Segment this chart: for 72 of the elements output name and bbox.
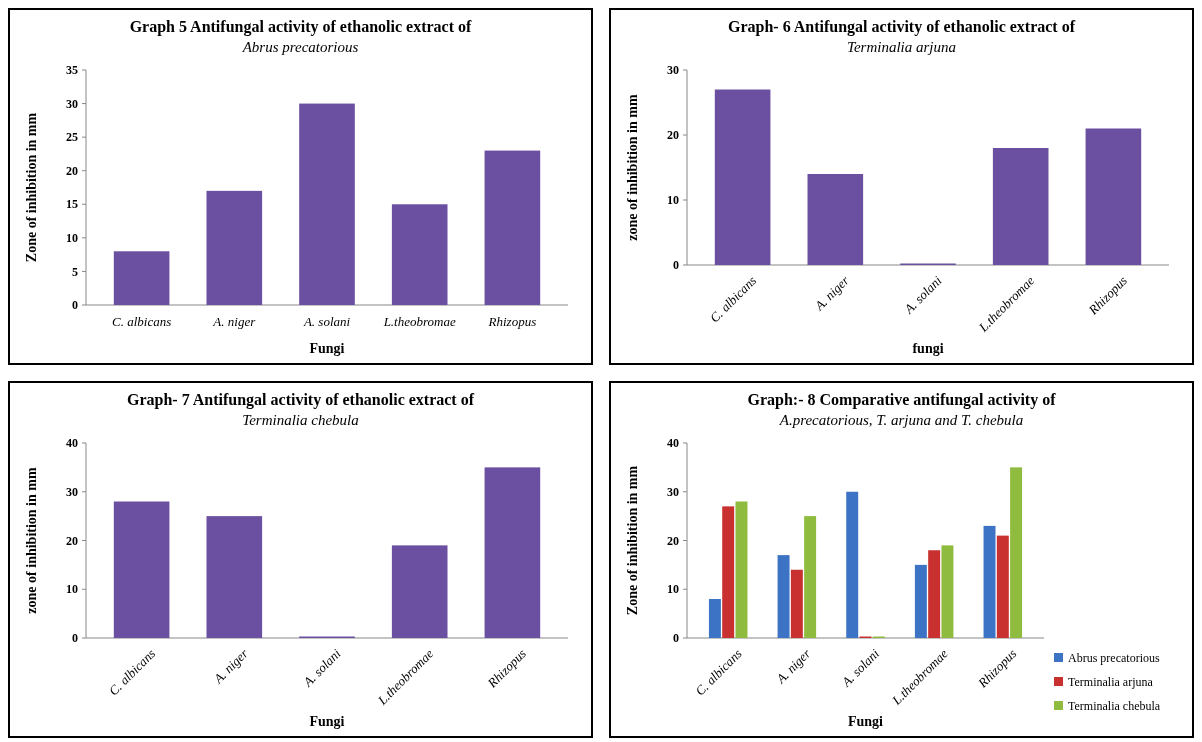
y-tick-label: 20	[667, 128, 679, 143]
legend-label: Terminalia chebula	[1068, 699, 1161, 714]
y-tick-label: 30	[667, 63, 679, 78]
bar	[941, 545, 954, 638]
bar	[391, 545, 448, 638]
y-tick-label: 35	[66, 63, 78, 78]
x-tick-label: A. solani	[302, 313, 351, 329]
y-tick-label: 10	[667, 582, 679, 597]
bar	[1010, 467, 1023, 638]
y-axis-title: zone of inhibition in mm	[625, 94, 640, 241]
y-tick-label: 20	[66, 533, 78, 548]
y-tick-label: 30	[66, 96, 78, 111]
legend-label: Abrus precatorious	[1068, 651, 1160, 666]
y-tick-label: 40	[66, 436, 78, 451]
chart-title: Graph- 7 Antifungal activity of ethanolic extract of	[126, 391, 475, 409]
y-tick-label: 10	[66, 582, 78, 597]
y-tick-label: 0	[673, 258, 679, 273]
bar	[714, 89, 771, 265]
x-tick-label: L.theobromae	[382, 313, 456, 329]
bar	[996, 535, 1009, 638]
chart-subtitle: Terminalia chebula	[242, 412, 359, 428]
y-tick-label: 0	[72, 298, 78, 313]
chart-subtitle: Abrus precatorious	[241, 39, 359, 55]
bar	[206, 190, 263, 305]
y-axis-title: Zone of inhibition in mm	[24, 112, 39, 263]
bar	[113, 501, 170, 638]
bar	[1085, 128, 1142, 265]
y-tick-label: 20	[667, 533, 679, 548]
x-axis-title: Fungi	[847, 714, 884, 729]
bar	[983, 525, 996, 638]
x-tick-label: A. niger	[212, 313, 257, 329]
legend-label: Terminalia arjuna	[1068, 675, 1154, 690]
x-tick-label: C. albicans	[112, 313, 172, 329]
chart-title: Graph 5 Antifungal activity of ethanolic extract of	[129, 18, 473, 36]
y-tick-label: 10	[667, 193, 679, 208]
y-tick-label: 20	[66, 163, 78, 178]
x-axis-title: fungi	[912, 341, 944, 356]
y-tick-label: 15	[66, 197, 78, 212]
bar	[391, 204, 448, 305]
bar	[484, 467, 541, 638]
x-axis-title: Fungi	[309, 341, 345, 356]
y-tick-label: 30	[66, 484, 78, 499]
y-tick-label: 30	[667, 484, 679, 499]
chart-title: Graph:- 8 Comparative antifungal activity of	[747, 391, 1057, 409]
y-axis-title: Zone of inhibition in mm	[625, 465, 640, 616]
bar	[206, 516, 263, 638]
bar	[484, 150, 541, 305]
bar	[299, 103, 355, 305]
bar	[992, 148, 1049, 265]
y-tick-label: 10	[66, 231, 78, 246]
bar	[708, 599, 721, 638]
bar	[735, 501, 748, 638]
bar	[777, 555, 790, 638]
bar	[722, 506, 735, 638]
y-tick-label: 40	[667, 436, 679, 451]
y-tick-label: 5	[72, 264, 78, 279]
chart-subtitle: Terminalia arjuna	[846, 39, 957, 55]
bar	[807, 174, 864, 265]
bar	[113, 251, 170, 305]
y-tick-label: 0	[673, 631, 679, 646]
chart-title: Graph- 6 Antifungal activity of ethanolic extract of	[727, 18, 1076, 36]
y-tick-label: 0	[72, 631, 78, 646]
y-axis-title: zone of inhibition in mm	[24, 467, 39, 614]
chart-subtitle: A.precatorious, T. arjuna and T. chebula	[778, 412, 1024, 428]
bar	[914, 564, 927, 638]
bar	[804, 516, 817, 638]
bar	[928, 550, 941, 638]
bar	[790, 569, 803, 638]
x-tick-label: Rhizopus	[487, 313, 537, 329]
y-tick-label: 25	[66, 130, 78, 145]
bar	[846, 491, 859, 638]
x-axis-title: Fungi	[309, 714, 345, 729]
